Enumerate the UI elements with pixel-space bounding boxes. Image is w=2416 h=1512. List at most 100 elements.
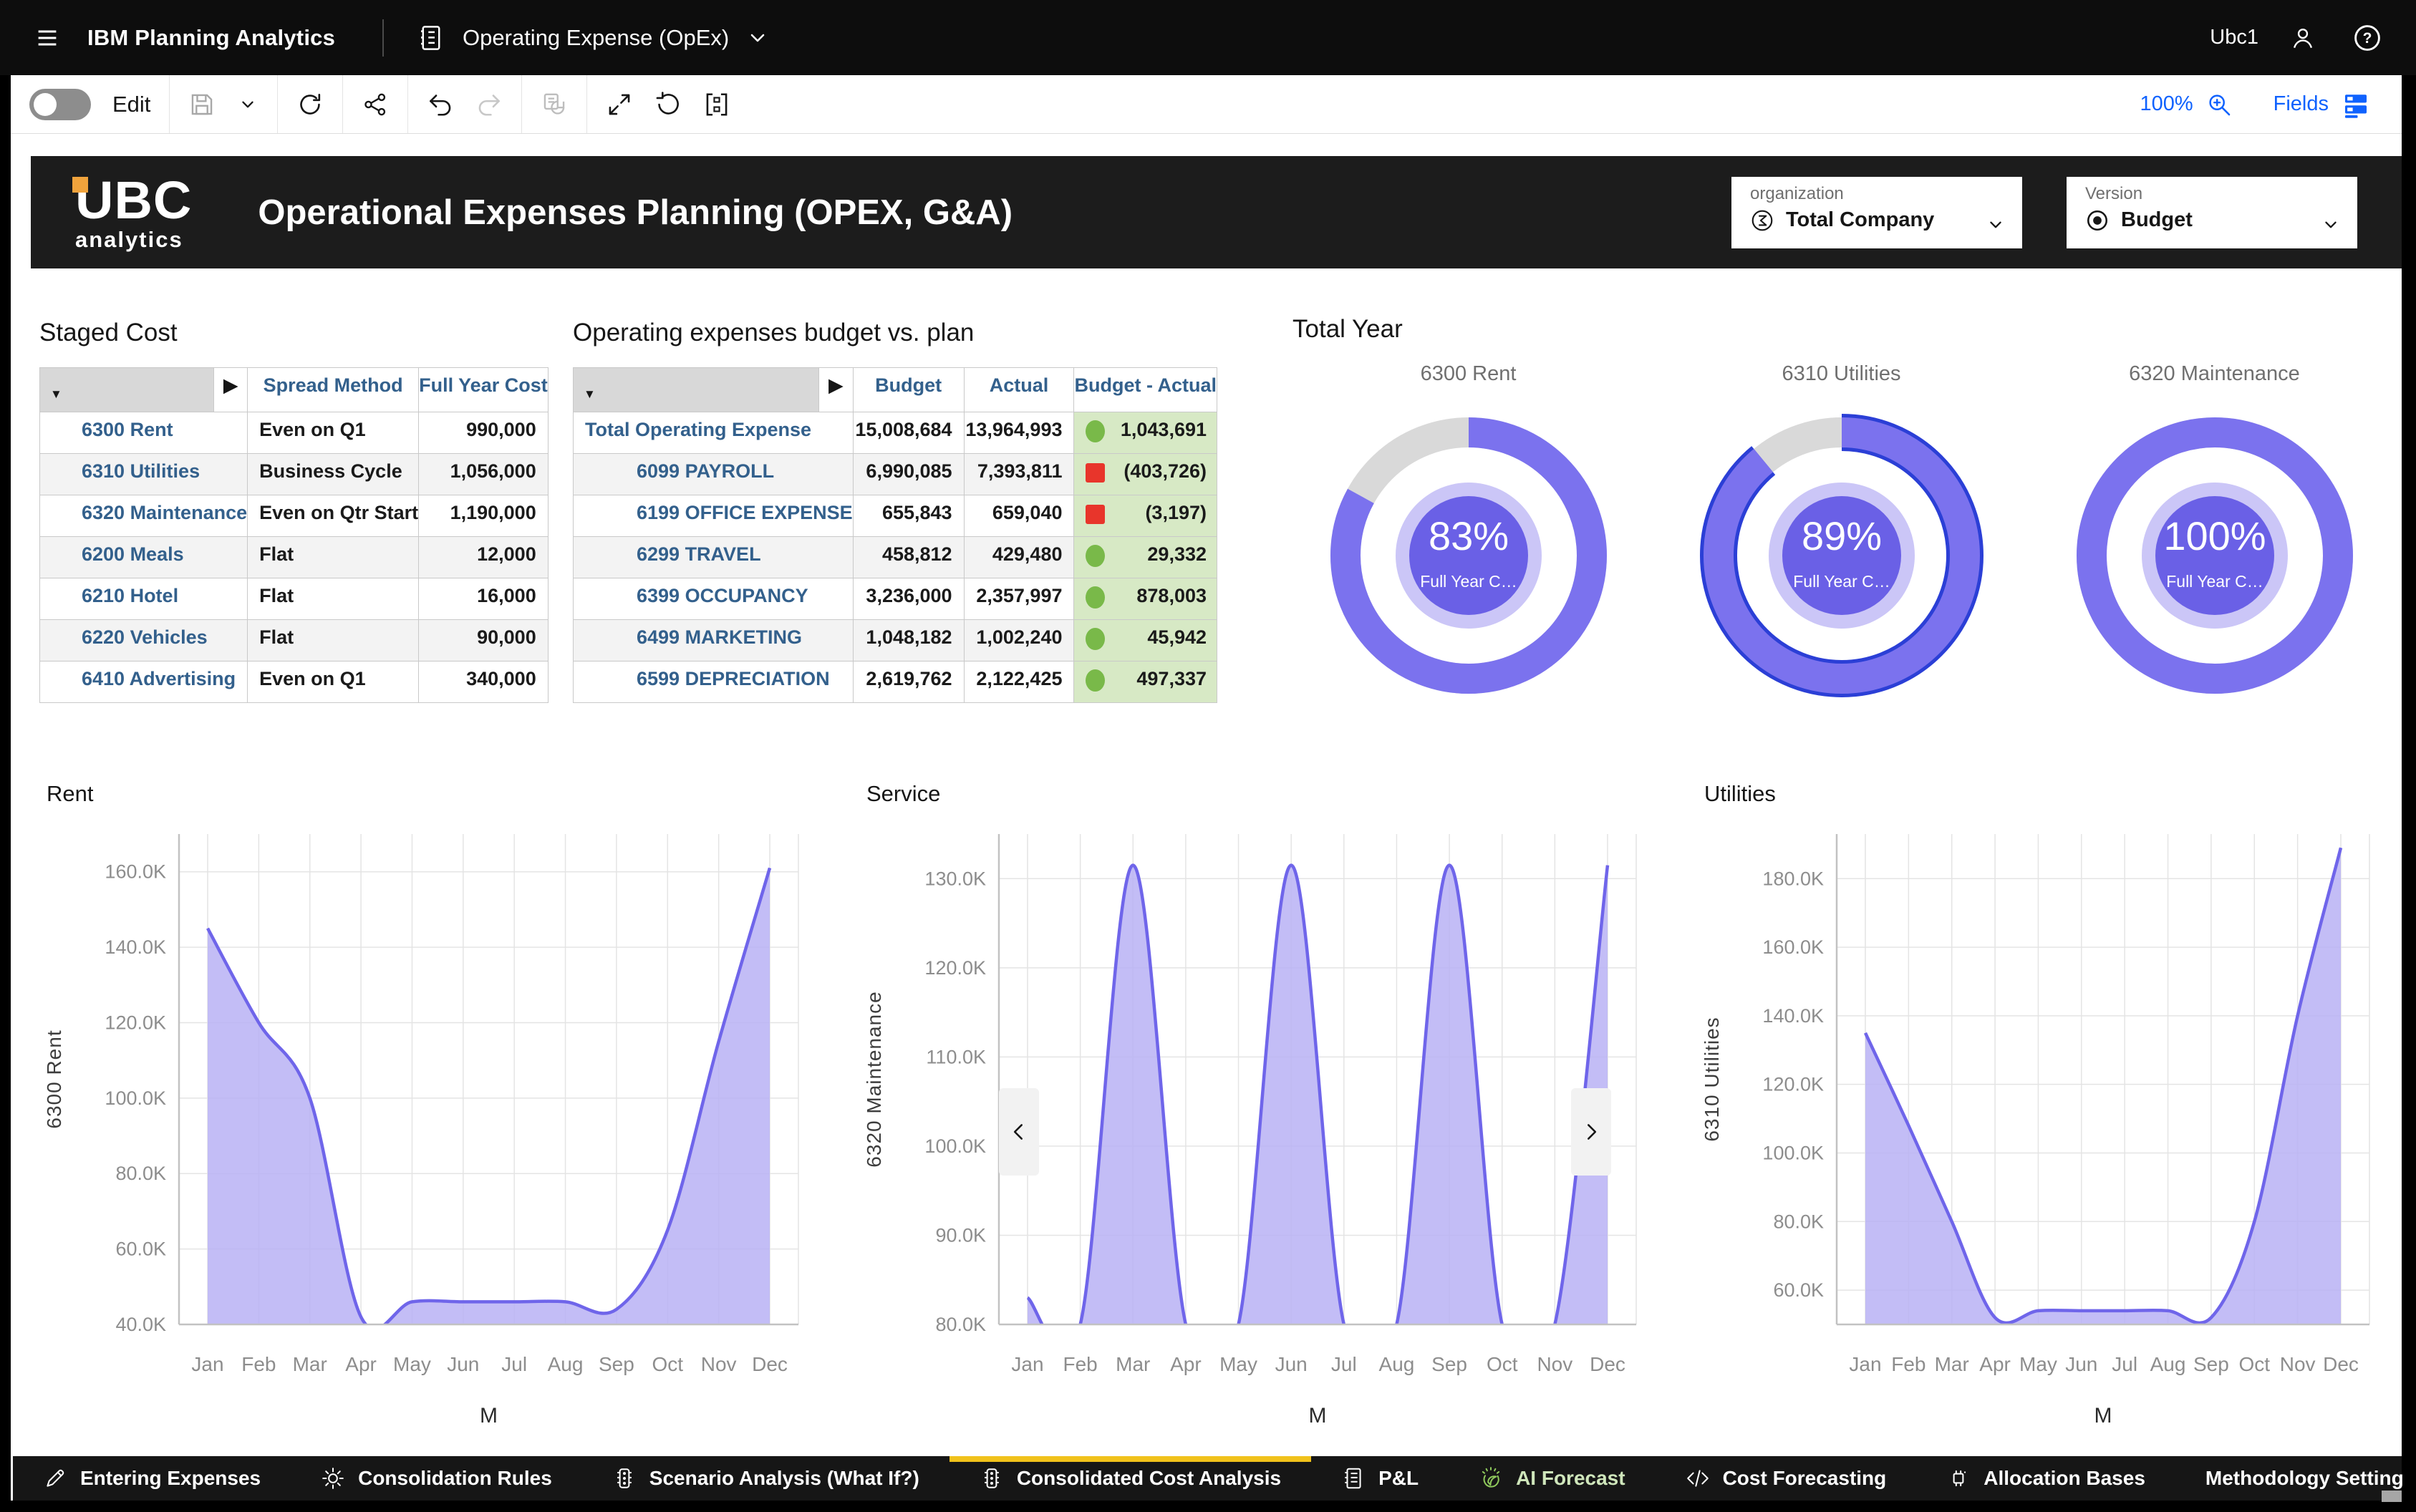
spread-method-cell[interactable]: Flat bbox=[248, 537, 419, 578]
row-label[interactable]: 6399 OCCUPANCY bbox=[574, 578, 854, 620]
budget-cell[interactable]: 3,236,000 bbox=[853, 578, 964, 620]
filter-dropdown-icon[interactable]: ▼ bbox=[584, 387, 596, 402]
fields-button[interactable] bbox=[2342, 90, 2370, 119]
row-label[interactable]: 6499 MARKETING bbox=[574, 620, 854, 662]
spread-method-cell[interactable]: Business Cycle bbox=[248, 454, 419, 495]
tab-ai-forecast[interactable]: AI Forecast bbox=[1449, 1456, 1656, 1501]
column-header[interactable]: Spread Method bbox=[248, 368, 419, 412]
svg-text:60.0K: 60.0K bbox=[115, 1239, 166, 1260]
workbook-selector[interactable]: Operating Expense (OpEx) bbox=[417, 24, 769, 52]
variance-cell[interactable]: (403,726) bbox=[1074, 454, 1217, 495]
menu-button[interactable] bbox=[27, 18, 67, 58]
undo-button[interactable] bbox=[427, 91, 454, 118]
spread-method-cell[interactable]: Even on Qtr Start bbox=[248, 495, 419, 537]
expand-column-button[interactable]: ▶ bbox=[819, 368, 854, 412]
budget-cell[interactable]: 2,619,762 bbox=[853, 662, 964, 703]
expand-button[interactable] bbox=[606, 91, 633, 118]
share-button[interactable] bbox=[362, 91, 389, 118]
refresh-icon bbox=[296, 91, 324, 118]
column-header[interactable]: Actual bbox=[964, 368, 1074, 412]
spread-method-cell[interactable]: Even on Q1 bbox=[248, 412, 419, 454]
full-year-cost-cell[interactable]: 1,190,000 bbox=[419, 495, 549, 537]
revert-data-button[interactable] bbox=[541, 91, 568, 118]
expand-column-button[interactable]: ▶ bbox=[214, 368, 248, 412]
full-year-cost-cell[interactable]: 12,000 bbox=[419, 537, 549, 578]
version-filter[interactable]: Version Budget bbox=[2067, 177, 2357, 248]
user-avatar-button[interactable] bbox=[2283, 18, 2323, 58]
full-year-cost-cell[interactable]: 90,000 bbox=[419, 620, 549, 662]
row-label[interactable]: 6320 Maintenance bbox=[40, 495, 248, 537]
tab-methodology-setting[interactable]: Methodology Setting bbox=[2175, 1456, 2416, 1501]
actual-cell[interactable]: 659,040 bbox=[964, 495, 1074, 537]
actual-cell[interactable]: 7,393,811 bbox=[964, 454, 1074, 495]
variance-cell[interactable]: 878,003 bbox=[1074, 578, 1217, 620]
variance-cell[interactable]: 29,332 bbox=[1074, 537, 1217, 578]
row-label[interactable]: 6599 DEPRECIATION bbox=[574, 662, 854, 703]
svg-text:83%: 83% bbox=[1428, 513, 1508, 558]
zoom-button[interactable] bbox=[2206, 92, 2232, 117]
row-label[interactable]: 6200 Meals bbox=[40, 537, 248, 578]
tab-p-l[interactable]: P&L bbox=[1311, 1456, 1449, 1501]
actual-cell[interactable]: 2,357,997 bbox=[964, 578, 1074, 620]
column-header[interactable]: Budget bbox=[853, 368, 964, 412]
tab-scenario-analysis-what-if-[interactable]: Scenario Analysis (What If?) bbox=[582, 1456, 950, 1501]
full-year-cost-cell[interactable]: 1,056,000 bbox=[419, 454, 549, 495]
row-label[interactable]: 6300 Rent bbox=[40, 412, 248, 454]
variance-cell[interactable]: 497,337 bbox=[1074, 662, 1217, 703]
toolbar: Edit bbox=[11, 75, 2402, 134]
edit-toggle[interactable] bbox=[29, 89, 91, 120]
budget-cell[interactable]: 458,812 bbox=[853, 537, 964, 578]
organization-filter[interactable]: organization Total Company bbox=[1731, 177, 2022, 248]
budget-cell[interactable]: 6,990,085 bbox=[853, 454, 964, 495]
help-button[interactable]: ? bbox=[2347, 18, 2387, 58]
budget-cell[interactable]: 1,048,182 bbox=[853, 620, 964, 662]
spread-method-cell[interactable]: Even on Q1 bbox=[248, 662, 419, 703]
staged-cost-title: Staged Cost bbox=[39, 319, 501, 347]
tab-consolidation-rules[interactable]: Consolidation Rules bbox=[291, 1456, 582, 1501]
row-label[interactable]: 6210 Hotel bbox=[40, 578, 248, 620]
spread-method-cell[interactable]: Flat bbox=[248, 620, 419, 662]
row-label[interactable]: 6099 PAYROLL bbox=[574, 454, 854, 495]
carousel-next-button[interactable] bbox=[1571, 1088, 1611, 1176]
variance-cell[interactable]: (3,197) bbox=[1074, 495, 1217, 537]
zoom-level[interactable]: 100% bbox=[2140, 92, 2193, 116]
svg-text:Oct: Oct bbox=[2238, 1353, 2270, 1375]
fields-label[interactable]: Fields bbox=[2274, 92, 2329, 116]
variance-cell[interactable]: 45,942 bbox=[1074, 620, 1217, 662]
reset-button[interactable] bbox=[654, 91, 682, 118]
budget-cell[interactable]: 15,008,684 bbox=[853, 412, 964, 454]
row-label[interactable]: 6299 TRAVEL bbox=[574, 537, 854, 578]
row-label[interactable]: 6220 Vehicles bbox=[40, 620, 248, 662]
refresh-button[interactable] bbox=[296, 91, 324, 118]
column-header[interactable]: Full Year Cost bbox=[419, 368, 549, 412]
save-menu-button[interactable] bbox=[237, 94, 258, 115]
full-year-cost-cell[interactable]: 340,000 bbox=[419, 662, 549, 703]
tab-allocation-bases[interactable]: Allocation Bases bbox=[1916, 1456, 2175, 1501]
tab-cost-forecasting[interactable]: Cost Forecasting bbox=[1656, 1456, 1917, 1501]
row-label[interactable]: Total Operating Expense bbox=[574, 412, 854, 454]
tab-consolidated-cost-analysis[interactable]: Consolidated Cost Analysis bbox=[950, 1456, 1311, 1501]
layout-grid-button[interactable] bbox=[703, 91, 730, 118]
spread-method-cell[interactable]: Flat bbox=[248, 578, 419, 620]
actual-cell[interactable]: 429,480 bbox=[964, 537, 1074, 578]
filter-cell[interactable]: ▼ bbox=[40, 368, 214, 412]
column-header[interactable]: Budget - Actual bbox=[1074, 368, 1217, 412]
row-label[interactable]: 6199 OFFICE EXPENSE bbox=[574, 495, 854, 537]
actual-cell[interactable]: 2,122,425 bbox=[964, 662, 1074, 703]
full-year-cost-cell[interactable]: 990,000 bbox=[419, 412, 549, 454]
row-label[interactable]: 6310 Utilities bbox=[40, 454, 248, 495]
filter-dropdown-icon[interactable]: ▼ bbox=[50, 387, 62, 402]
filter-cell[interactable]: ▼ bbox=[574, 368, 819, 412]
carousel-prev-button[interactable] bbox=[999, 1088, 1039, 1176]
total-year-title: Total Year bbox=[1282, 315, 2402, 344]
save-button[interactable] bbox=[188, 91, 216, 118]
donut-6320-maintenance: 6320 Maintenance100%Full Year C… bbox=[2028, 362, 2401, 709]
variance-cell[interactable]: 1,043,691 bbox=[1074, 412, 1217, 454]
actual-cell[interactable]: 1,002,240 bbox=[964, 620, 1074, 662]
actual-cell[interactable]: 13,964,993 bbox=[964, 412, 1074, 454]
redo-button[interactable] bbox=[475, 91, 503, 118]
budget-cell[interactable]: 655,843 bbox=[853, 495, 964, 537]
row-label[interactable]: 6410 Advertising bbox=[40, 662, 248, 703]
tab-entering-expenses[interactable]: Entering Expenses bbox=[13, 1456, 291, 1501]
full-year-cost-cell[interactable]: 16,000 bbox=[419, 578, 549, 620]
